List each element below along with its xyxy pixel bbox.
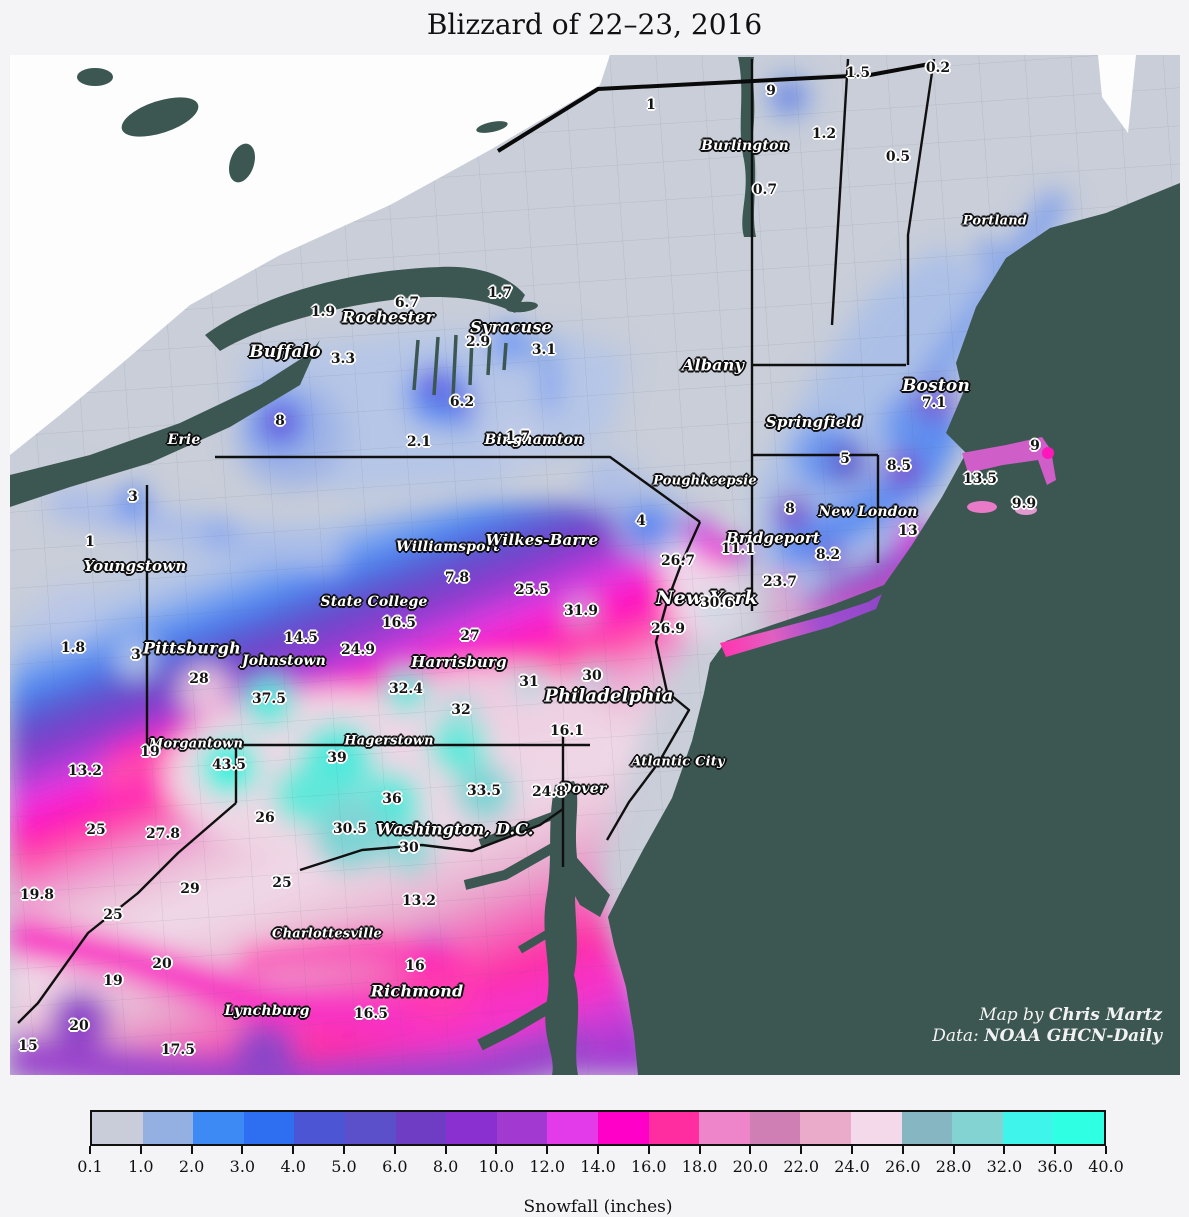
map-credits: Map by Chris Martz Data: NOAA GHCN-Daily: [932, 1005, 1162, 1048]
colorbar-tick-label: 28.0: [935, 1157, 972, 1176]
colorbar-segment: [142, 1112, 194, 1144]
colorbar-segment: [243, 1112, 295, 1144]
colorbar-segment: [496, 1112, 548, 1144]
colorbar-tick-label: 0.1: [77, 1157, 103, 1176]
colorbar-tick: [139, 1146, 142, 1154]
colorbar-segment: [901, 1112, 953, 1144]
colorbar-tick-label: 3.0: [229, 1157, 256, 1176]
colorbar-tick: [241, 1146, 244, 1154]
colorbar-tick-label: 36.0: [1037, 1157, 1073, 1176]
map-artwork: [10, 55, 1180, 1075]
colorbar-segment: [1053, 1112, 1104, 1144]
page-title: Blizzard of 22–23, 2016: [426, 8, 763, 41]
colorbar-title: Snowfall (inches): [523, 1197, 673, 1217]
colorbar-tick-label: 20.0: [732, 1157, 769, 1176]
colorbar-segment: [446, 1112, 497, 1144]
colorbar-segment: [850, 1112, 902, 1144]
colorbar-segment: [344, 1112, 396, 1144]
credit-author: Chris Martz: [1048, 1004, 1162, 1025]
colorbar-tick: [901, 1146, 904, 1154]
colorbar-segment: [92, 1112, 143, 1144]
colorbar-segment: [193, 1112, 244, 1144]
colorbar-tick-label: 12.0: [529, 1157, 565, 1176]
colorbar-segment: [749, 1112, 801, 1144]
colorbar-tick: [851, 1146, 853, 1154]
colorbar-tick: [343, 1146, 345, 1154]
colorbar-tick-label: 2.0: [178, 1157, 205, 1176]
colorbar-tick: [698, 1146, 701, 1154]
colorbar-segment: [800, 1112, 851, 1144]
colorbar-segment: [699, 1112, 750, 1144]
colorbar-tick: [800, 1146, 803, 1154]
colorbar-tick-label: 8.0: [432, 1157, 459, 1176]
colorbar-tick: [190, 1146, 193, 1154]
colorbar-tick-label: 26.0: [884, 1157, 921, 1176]
colorbar-tick: [647, 1146, 650, 1154]
colorbar-tick: [1105, 1146, 1107, 1154]
colorbar-tick: [495, 1146, 498, 1154]
colorbar-tick-label: 1.0: [128, 1157, 154, 1176]
colorbar-tick: [1003, 1146, 1006, 1154]
credit-mapby: Map by: [979, 1004, 1049, 1025]
colorbar-tick: [1054, 1146, 1057, 1154]
colorbar-tick-label: 10.0: [478, 1157, 515, 1176]
colorbar-segment: [597, 1112, 649, 1144]
colorbar-ticks: [89, 1146, 1107, 1155]
credit-source: NOAA GHCN-Daily: [984, 1025, 1162, 1046]
colorbar-tick-label: 4.0: [280, 1157, 306, 1176]
colorbar-tick: [952, 1146, 955, 1154]
colorbar-tick: [393, 1146, 396, 1154]
colorbar-tick-label: 16.0: [630, 1157, 667, 1176]
colorbar: 0.1 1.0 2.0 3.0 4.0 5.0 6.0 8.0 10.0 12.0 14.0 16.0…: [77, 1110, 1124, 1217]
colorbar-tick: [749, 1146, 752, 1154]
colorbar-segment: [952, 1112, 1003, 1144]
colorbar-segments: [90, 1110, 1106, 1146]
colorbar-tick: [597, 1146, 599, 1154]
colorbar-segment: [1002, 1112, 1054, 1144]
colorbar-tick: [89, 1146, 91, 1154]
colorbar-tick-label: 5.0: [331, 1157, 357, 1176]
colorbar-tick: [546, 1146, 549, 1154]
snowfall-map: Buffalo Rochester Syracuse Albany Burlington…: [10, 55, 1180, 1075]
credit-data: Data:: [932, 1025, 985, 1046]
colorbar-segment: [547, 1112, 598, 1144]
colorbar-tick-label: 6.0: [382, 1157, 408, 1176]
colorbar-tick-label: 18.0: [681, 1157, 718, 1176]
colorbar-segment: [294, 1112, 345, 1144]
colorbar-tick: [292, 1146, 295, 1154]
colorbar-tick-label: 40.0: [1088, 1157, 1124, 1176]
colorbar-segment: [395, 1112, 447, 1144]
colorbar-tick-label: 24.0: [834, 1157, 870, 1176]
colorbar-tick: [444, 1146, 447, 1154]
colorbar-tick-label: 22.0: [783, 1157, 819, 1176]
colorbar-tick-label: 32.0: [986, 1157, 1023, 1176]
colorbar-segment: [648, 1112, 700, 1144]
colorbar-tick-label: 14.0: [580, 1157, 616, 1176]
colorbar-tick-labels: 0.1 1.0 2.0 3.0 4.0 5.0 6.0 8.0 10.0 12.0 14.0 16.0…: [77, 1155, 1124, 1176]
